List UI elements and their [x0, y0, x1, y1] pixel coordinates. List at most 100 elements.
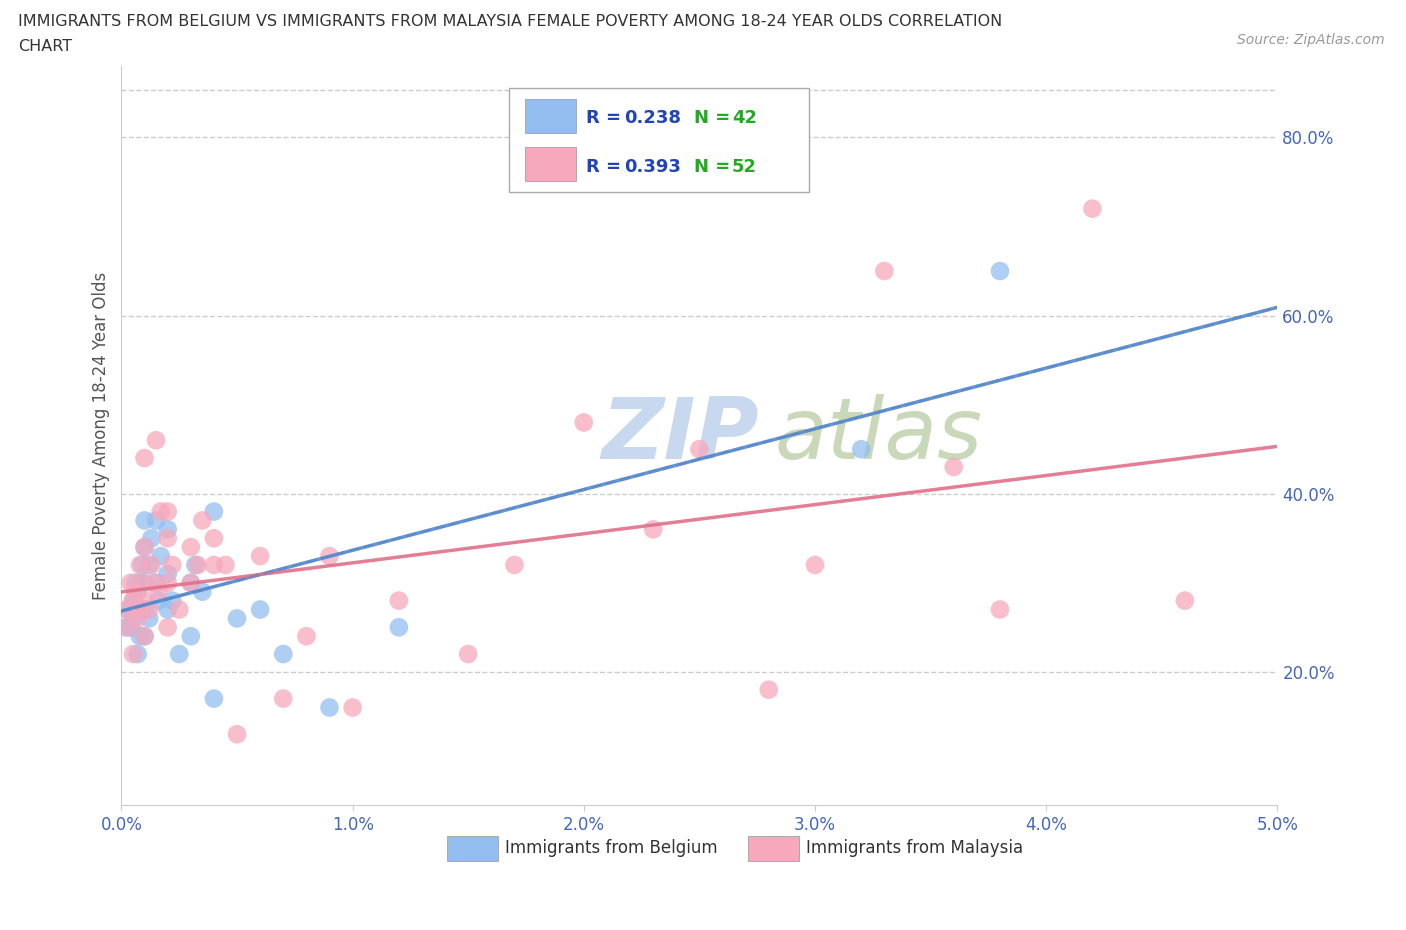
Point	[187, 558, 209, 573]
Text: N =: N =	[693, 110, 737, 127]
Point	[318, 700, 340, 715]
Text: CHART: CHART	[18, 39, 72, 54]
Point	[180, 576, 202, 591]
Point	[1174, 593, 1197, 608]
Point	[191, 584, 214, 599]
Point	[167, 602, 190, 617]
Point	[180, 629, 202, 644]
Point	[156, 602, 179, 617]
Text: IMMIGRANTS FROM BELGIUM VS IMMIGRANTS FROM MALAYSIA FEMALE POVERTY AMONG 18-24 Y: IMMIGRANTS FROM BELGIUM VS IMMIGRANTS FR…	[18, 14, 1002, 29]
Point	[156, 566, 179, 581]
Point	[122, 593, 145, 608]
Point	[388, 620, 411, 635]
Point	[1081, 201, 1104, 216]
Text: N =: N =	[693, 157, 737, 176]
Point	[134, 513, 156, 528]
Text: Immigrants from Belgium: Immigrants from Belgium	[505, 840, 718, 857]
Point	[138, 602, 160, 617]
Text: 52: 52	[731, 157, 756, 176]
Point	[122, 646, 145, 661]
Point	[156, 531, 179, 546]
Point	[134, 539, 156, 554]
FancyBboxPatch shape	[524, 100, 575, 133]
Point	[271, 691, 294, 706]
Point	[131, 576, 153, 591]
Point	[214, 558, 236, 573]
Point	[180, 576, 202, 591]
Point	[149, 504, 172, 519]
Point	[226, 611, 249, 626]
Point	[134, 576, 156, 591]
Point	[115, 602, 138, 617]
Point	[295, 629, 318, 644]
Point	[758, 683, 780, 698]
Point	[202, 531, 225, 546]
Point	[145, 432, 167, 447]
Point	[162, 593, 184, 608]
Point	[156, 504, 179, 519]
Point	[342, 700, 364, 715]
Point	[180, 539, 202, 554]
Point	[131, 558, 153, 573]
Point	[134, 539, 156, 554]
Point	[145, 576, 167, 591]
Point	[148, 584, 170, 599]
Point	[851, 442, 873, 457]
FancyBboxPatch shape	[524, 148, 575, 181]
Text: Source: ZipAtlas.com: Source: ZipAtlas.com	[1237, 33, 1385, 46]
Point	[202, 558, 225, 573]
Point	[141, 531, 163, 546]
Point	[457, 646, 479, 661]
Point	[134, 629, 156, 644]
Point	[873, 263, 896, 278]
Point	[138, 558, 160, 573]
Point	[572, 415, 595, 430]
Text: Immigrants from Malaysia: Immigrants from Malaysia	[806, 840, 1024, 857]
Point	[202, 504, 225, 519]
Point	[318, 549, 340, 564]
FancyBboxPatch shape	[509, 88, 810, 192]
Point	[142, 576, 165, 591]
Point	[138, 611, 160, 626]
Point	[131, 602, 153, 617]
Text: R =: R =	[586, 110, 627, 127]
Point	[145, 513, 167, 528]
Text: ZIP: ZIP	[602, 394, 759, 477]
Point	[117, 602, 139, 617]
Point	[129, 602, 152, 617]
Point	[271, 646, 294, 661]
Y-axis label: Female Poverty Among 18-24 Year Olds: Female Poverty Among 18-24 Year Olds	[93, 272, 110, 600]
Point	[388, 593, 411, 608]
Point	[120, 620, 142, 635]
Point	[249, 549, 271, 564]
Point	[129, 576, 152, 591]
Text: atlas: atlas	[775, 394, 983, 477]
Point	[120, 576, 142, 591]
Point	[804, 558, 827, 573]
Point	[162, 558, 184, 573]
Point	[122, 593, 145, 608]
Point	[988, 602, 1011, 617]
Point	[122, 611, 145, 626]
Point	[988, 263, 1011, 278]
Point	[942, 459, 965, 474]
Point	[134, 593, 156, 608]
Point	[149, 549, 172, 564]
Point	[127, 611, 149, 626]
FancyBboxPatch shape	[748, 836, 799, 861]
Point	[127, 584, 149, 599]
Point	[134, 602, 156, 617]
Point	[156, 620, 179, 635]
Point	[134, 629, 156, 644]
Point	[127, 646, 149, 661]
Text: 42: 42	[731, 110, 756, 127]
Point	[115, 620, 138, 635]
Point	[226, 726, 249, 741]
Point	[503, 558, 526, 573]
Point	[249, 602, 271, 617]
Text: 0.238: 0.238	[624, 110, 682, 127]
Point	[129, 629, 152, 644]
Point	[191, 513, 214, 528]
Text: 0.393: 0.393	[624, 157, 681, 176]
Point	[184, 558, 207, 573]
